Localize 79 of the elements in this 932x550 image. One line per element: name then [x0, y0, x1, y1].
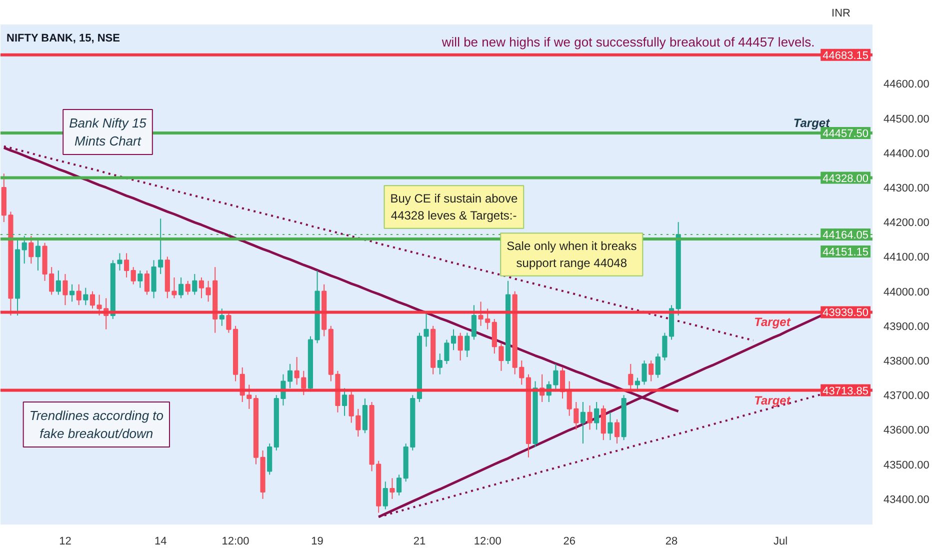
candlestick [28, 235, 34, 264]
x-tick-label: 28 [665, 536, 678, 548]
candlestick [83, 287, 88, 306]
annotation: Bank Nifty 15 Mints Chart [69, 116, 148, 148]
annotation: Target [754, 315, 792, 330]
candlestick [117, 252, 122, 272]
candlestick [574, 402, 579, 430]
candlestick [178, 276, 184, 299]
ref-line-label: 43939.50 [822, 307, 869, 320]
candlestick [485, 308, 490, 330]
annotation: Buy CE if sustain above 44328 leves & Targets:- [390, 192, 518, 222]
candlestick [35, 238, 41, 272]
candlestick [594, 402, 600, 430]
candlestick [587, 404, 592, 430]
x-tick-label: 26 [563, 536, 576, 548]
x-tick-label: 12:00 [222, 536, 250, 548]
annotation: Target [754, 393, 792, 408]
y-tick-label: 43700.00 [884, 390, 930, 402]
candlestick [62, 273, 68, 306]
y-axis-title: INR [832, 8, 851, 20]
candlestick [185, 280, 190, 296]
candlestick [246, 384, 252, 410]
x-tick-label: 12:00 [474, 536, 502, 548]
candlestick [69, 284, 75, 302]
candlestick [198, 276, 204, 299]
annotation: will be new highs if we got successfully breakout of 44457 levels. [440, 34, 815, 50]
x-tick-label: 14 [154, 536, 167, 548]
candlestick [458, 332, 463, 361]
candlestick [464, 332, 470, 358]
candlestick [130, 266, 136, 285]
x-tick-label: 12 [59, 536, 72, 548]
annotation: Sale only when it breaks support range 44048 [506, 239, 637, 270]
candlestick [478, 301, 484, 326]
ref-line-label: 44683.15 [822, 50, 869, 62]
candlestick [56, 270, 61, 296]
y-tick-label: 44000.00 [884, 286, 930, 298]
x-tick-label: 19 [311, 536, 324, 548]
candlestick [219, 308, 224, 326]
candlestick [138, 270, 143, 288]
candlestick [655, 353, 660, 378]
candlestick [22, 235, 27, 264]
y-tick-label: 44500.00 [884, 113, 930, 126]
candlestick [76, 284, 82, 306]
candlestick [124, 252, 130, 278]
ref-line-label: 44164.05 [822, 230, 869, 242]
candlestick [396, 474, 402, 496]
x-tick-label: Jul [774, 536, 788, 548]
candlestick [614, 418, 620, 444]
legend-label: 44151.15 [822, 246, 869, 259]
y-tick-label: 43600.00 [884, 424, 930, 437]
y-tick-label: 43400.00 [884, 494, 930, 506]
annotation: Trendlines according to fake breakout/down [29, 408, 164, 441]
y-tick-label: 44300.00 [884, 182, 930, 194]
y-tick-label: 43900.00 [884, 320, 930, 333]
candlestick [390, 478, 395, 500]
x-tick-label: 21 [413, 536, 426, 548]
candlestick [580, 402, 586, 444]
y-tick-label: 44200.00 [884, 217, 930, 230]
y-tick-label: 44600.00 [884, 78, 930, 91]
candlestick [608, 412, 613, 441]
annotation: Target [793, 116, 831, 130]
candlestick [49, 266, 54, 296]
text: NIFTY BANK, 15, NSE [6, 32, 120, 44]
candlestick [382, 481, 388, 510]
candlestick [437, 353, 442, 375]
candlestick [471, 304, 477, 340]
ref-line-label: 44328.00 [822, 172, 869, 185]
ref-line-label: 43713.85 [822, 385, 869, 398]
y-tick-label: 44100.00 [884, 252, 930, 264]
candlestick [519, 360, 524, 386]
candlestick [144, 270, 150, 296]
y-tick-label: 43800.00 [884, 355, 930, 368]
candlestick [342, 388, 348, 416]
candlestick [566, 380, 572, 416]
y-tick-label: 43500.00 [884, 459, 930, 472]
y-tick-label: 44400.00 [884, 148, 930, 160]
ref-line-label: 44457.50 [822, 128, 869, 140]
candlestick [648, 360, 654, 382]
candlestick [192, 273, 198, 296]
